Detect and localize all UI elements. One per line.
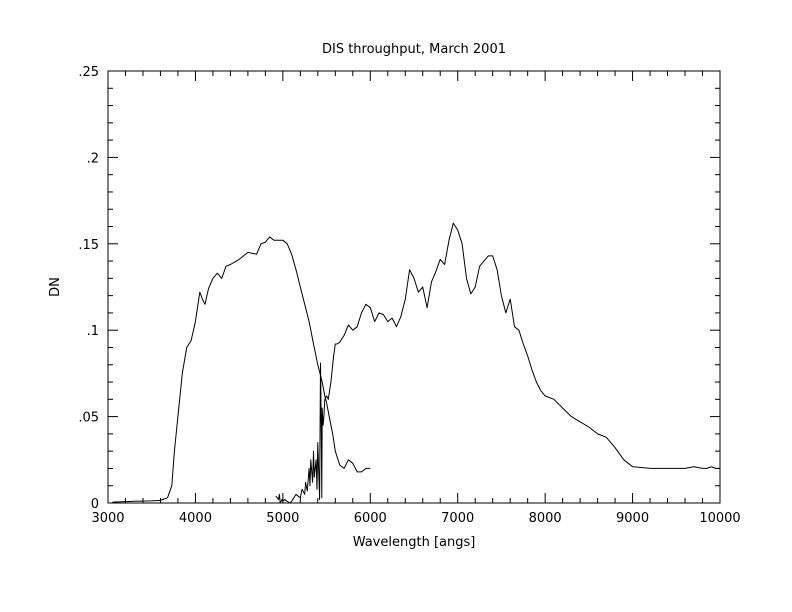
x-tick-labels: 3000 4000 5000 6000 7000 8000 9000 10000 <box>91 511 740 526</box>
chart-title: DIS throughput, March 2001 <box>322 42 506 57</box>
x-tick-label: 5000 <box>266 511 299 526</box>
x-tick-label: 9000 <box>616 511 649 526</box>
series-line-1 <box>112 236 371 503</box>
x-tick-label: 3000 <box>91 511 124 526</box>
x-tick-label: 4000 <box>179 511 212 526</box>
series-lines <box>112 222 720 504</box>
x-tick-label: 7000 <box>441 511 474 526</box>
x-tick-label: 10000 <box>699 511 740 526</box>
x-tick-label: 6000 <box>354 511 387 526</box>
y-tick-labels: 0 .05 .1 .15 .2 .25 <box>78 65 99 512</box>
x-tick-label: 8000 <box>529 511 562 526</box>
series-line-2 <box>275 222 720 504</box>
y-tick-label: .1 <box>87 324 99 339</box>
plot-frame <box>107 70 721 504</box>
axis-ticks <box>107 70 721 504</box>
x-axis-label: Wavelength [angs] <box>353 535 476 550</box>
y-tick-label: .15 <box>78 238 99 253</box>
y-tick-label: .25 <box>78 65 99 80</box>
y-axis-label: DN <box>48 277 63 297</box>
y-tick-label: 0 <box>91 497 99 512</box>
y-tick-label: .2 <box>87 151 99 166</box>
y-tick-label: .05 <box>78 411 99 426</box>
